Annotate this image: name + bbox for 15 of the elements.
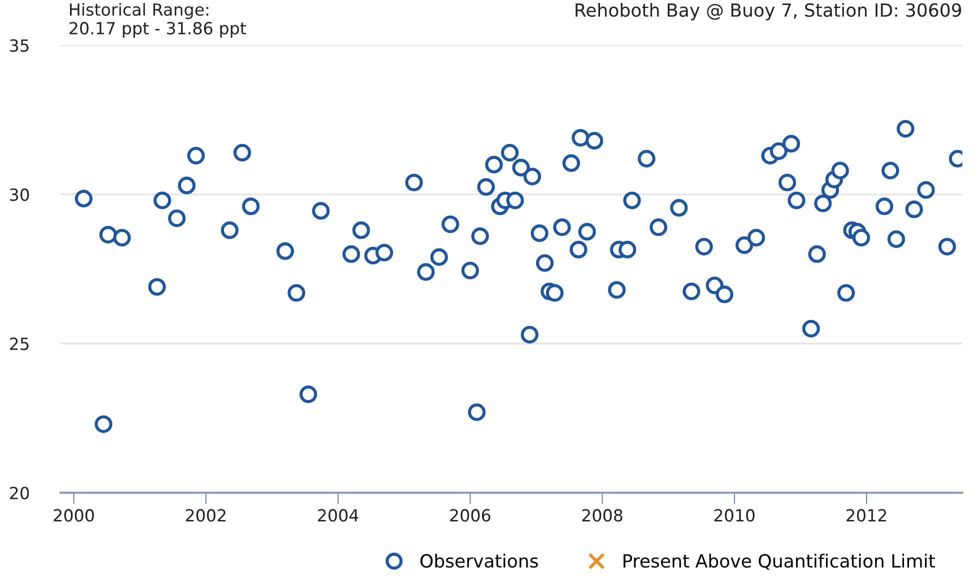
y-tick-label: 35	[10, 39, 29, 52]
legend-label: Present Above Quantification Limit	[624, 554, 935, 570]
x-tick-label: 2004	[318, 509, 358, 522]
text: Historical Range: 20.17 ppt - 31.86 ppt	[70, 2, 246, 38]
x-tick-label: 2000	[54, 509, 94, 522]
y-tick-label: 30	[10, 188, 29, 201]
x-tick-label: 2008	[582, 509, 622, 522]
x-tick-label: 2006	[450, 509, 490, 522]
x-tick-label: 2002	[186, 509, 226, 522]
chart-title: Rehoboth Bay @ Buoy 7, Station ID: 30609	[576, 2, 962, 20]
legend-label: Observations	[420, 554, 538, 568]
x-tick-label: 2012	[846, 509, 886, 522]
y-tick-label: 20	[10, 486, 29, 500]
x-tick-label: 2010	[714, 509, 755, 522]
y-tick-label: 25	[10, 338, 29, 350]
